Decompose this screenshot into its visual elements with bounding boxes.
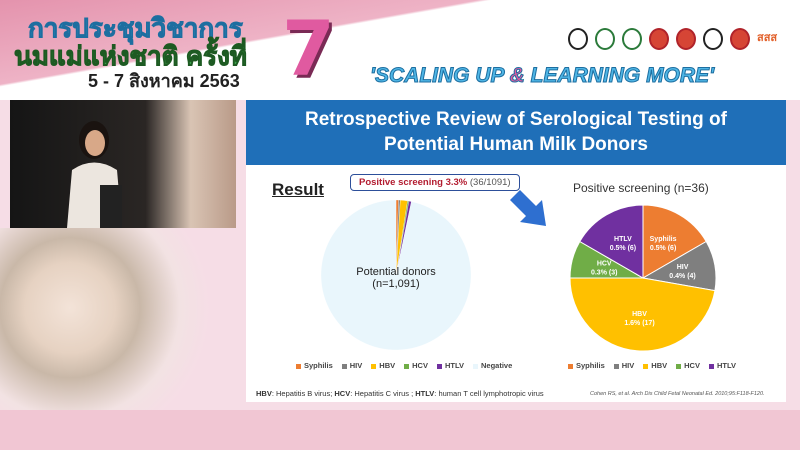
pie-data-label: HIV bbox=[677, 264, 689, 271]
legend-swatch bbox=[643, 363, 649, 369]
legend-swatch bbox=[296, 363, 301, 369]
slide-title-line1: Retrospective Review of Serological Test… bbox=[305, 109, 727, 130]
banner-number: 7 bbox=[282, 4, 335, 93]
positive-screening-callout: Positive screening 3.3% (36/1091) bbox=[350, 174, 520, 191]
legend-item: HIV bbox=[613, 361, 634, 370]
legend-item: Syphilis bbox=[568, 361, 605, 370]
legend-swatch bbox=[371, 363, 377, 369]
slide-title-line2: Potential Human Milk Donors bbox=[384, 134, 648, 155]
arrow-icon bbox=[510, 190, 546, 226]
pie-data-label: 0.5% (6) bbox=[610, 245, 636, 252]
donors-pie-label: Potential donors (n=1,091) bbox=[356, 266, 436, 290]
logo-icon bbox=[568, 28, 588, 50]
pie-data-label: HBV bbox=[632, 311, 647, 318]
abbreviation-footnote: HBV: Hepatitis B virus; HCV: Hepatitis C… bbox=[256, 389, 544, 398]
legend-swatch bbox=[676, 363, 682, 369]
banner-slogan: 'SCALING UP & LEARNING MORE' bbox=[370, 64, 715, 88]
donors-pie-chart bbox=[320, 199, 472, 351]
positive-legend: Syphilis HIV HBV HCV HTLV bbox=[568, 361, 736, 370]
legend-swatch bbox=[708, 363, 714, 369]
conference-banner: การประชุมวิชาการ นมแม่แห่งชาติ ครั้งที่ … bbox=[0, 0, 800, 100]
logo-icon bbox=[595, 28, 615, 50]
sponsor-logos: สสส bbox=[568, 28, 777, 50]
pie-slice-hbv bbox=[569, 277, 716, 352]
legend-swatch bbox=[613, 363, 619, 369]
slide-title: Retrospective Review of Serological Test… bbox=[246, 100, 786, 165]
logo-icon bbox=[622, 28, 642, 50]
legend-item: Syphilis bbox=[296, 361, 333, 370]
pie-data-label: HCV bbox=[597, 261, 612, 268]
donors-legend: Syphilis HIV HBV HCV HTLV Negative bbox=[296, 361, 512, 370]
pie-slice-syphilis bbox=[642, 204, 707, 279]
child-photo-decoration bbox=[0, 228, 246, 418]
presentation-slide: Retrospective Review of Serological Test… bbox=[246, 100, 786, 402]
pie-data-label: HTLV bbox=[614, 236, 632, 243]
speaker-figure bbox=[67, 121, 122, 228]
pie-data-label: Syphilis bbox=[650, 236, 677, 243]
legend-item: Negative bbox=[473, 361, 512, 370]
pie-slice-negative bbox=[320, 199, 472, 351]
citation: Cohen RS, et al. Arch Dis Child Fetal Ne… bbox=[590, 391, 765, 397]
legend-swatch bbox=[568, 363, 573, 369]
pie-data-label: 0.4% (4) bbox=[669, 273, 695, 280]
logo-icon bbox=[703, 28, 723, 50]
pie-data-label: 1.6% (17) bbox=[624, 320, 654, 327]
logo-icon bbox=[730, 28, 750, 50]
legend-swatch bbox=[436, 363, 442, 369]
positive-pie-chart: Syphilis 0.5% (6) HIV 0.4% (4) HBV 1.6% (17) H… bbox=[569, 204, 717, 352]
pie-data-label: 0.3% (3) bbox=[591, 270, 617, 277]
legend-swatch bbox=[473, 363, 478, 369]
logo-icon bbox=[649, 28, 669, 50]
speaker-webcam-video bbox=[10, 100, 236, 228]
legend-swatch bbox=[341, 363, 347, 369]
pie-data-label: 0.5% (6) bbox=[650, 245, 676, 252]
legend-item: HCV bbox=[676, 361, 700, 370]
legend-item: HTLV bbox=[436, 361, 464, 370]
pie-slice-htlv bbox=[579, 204, 644, 279]
legend-item: HCV bbox=[404, 361, 428, 370]
bottom-strip bbox=[0, 410, 800, 450]
legend-swatch bbox=[404, 363, 410, 369]
thaihealth-logo: สสส bbox=[757, 32, 778, 44]
logo-icon bbox=[676, 28, 696, 50]
right-chart-title: Positive screening (n=36) bbox=[573, 181, 709, 195]
banner-dates: 5 - 7 สิงหาคม 2563 bbox=[88, 71, 240, 91]
legend-item: HBV bbox=[643, 361, 667, 370]
banner-title-line2: นมแม่แห่งชาติ ครั้งที่ bbox=[14, 41, 248, 72]
legend-item: HIV bbox=[341, 361, 362, 370]
legend-item: HBV bbox=[371, 361, 395, 370]
banner-title-line1: การประชุมวิชาการ bbox=[28, 13, 244, 44]
result-heading: Result bbox=[272, 180, 324, 199]
legend-item: HTLV bbox=[708, 361, 736, 370]
